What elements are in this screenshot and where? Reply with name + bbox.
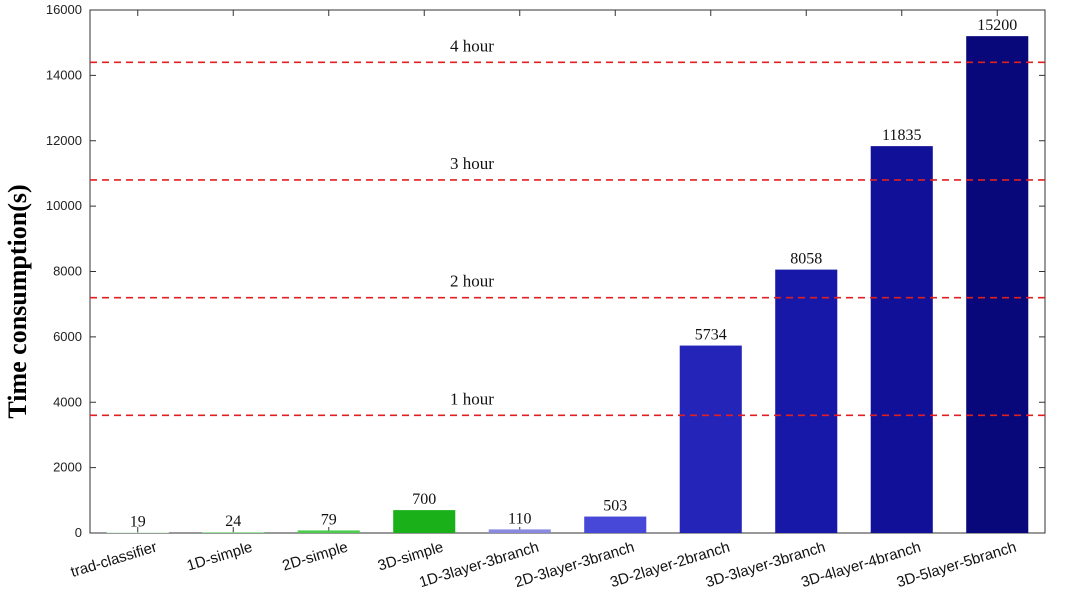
category-label: 2D-simple — [280, 539, 350, 575]
reference-line-label: 3 hour — [450, 154, 494, 173]
y-axis-title: Time consumption(s) — [3, 184, 32, 418]
reference-line-label: 4 hour — [450, 36, 494, 55]
data-label: 24 — [225, 513, 241, 530]
data-label: 5734 — [695, 327, 727, 344]
data-label: 19 — [130, 513, 146, 530]
data-label: 15200 — [977, 17, 1017, 34]
bar-3D-simple — [393, 510, 456, 533]
reference-line-label: 1 hour — [450, 389, 494, 408]
reference-line-label: 2 hour — [450, 272, 494, 291]
data-label: 11835 — [882, 127, 921, 144]
y-tick-label: 0 — [75, 525, 82, 540]
data-label: 110 — [508, 510, 531, 527]
data-label: 79 — [321, 511, 337, 528]
category-label: 1D-simple — [185, 539, 255, 575]
data-label: 700 — [412, 491, 436, 508]
bar-2D-3layer-3branch — [584, 516, 647, 533]
bar-trad-classifier — [106, 532, 169, 533]
y-tick-label: 12000 — [46, 133, 82, 148]
y-tick-label: 4000 — [53, 394, 82, 409]
y-tick-label: 8000 — [53, 264, 82, 279]
bar-3D-4layer-4branch — [870, 146, 933, 533]
y-tick-label: 2000 — [53, 460, 82, 475]
category-label: trad-classifier — [69, 539, 159, 581]
bar-2D-simple — [297, 530, 360, 533]
y-tick-label: 16000 — [46, 2, 82, 17]
bar-3D-2layer-2branch — [679, 345, 742, 533]
bar-1D-simple — [202, 532, 265, 533]
y-tick-label: 6000 — [53, 329, 82, 344]
bar-3D-3layer-3branch — [775, 269, 838, 533]
data-label: 8058 — [790, 251, 822, 268]
data-label: 503 — [603, 498, 627, 515]
y-tick-label: 14000 — [46, 67, 82, 82]
bar-1D-3layer-3branch — [488, 529, 551, 533]
bar-3D-5layer-5branch — [966, 36, 1029, 534]
y-tick-label: 10000 — [46, 198, 82, 213]
